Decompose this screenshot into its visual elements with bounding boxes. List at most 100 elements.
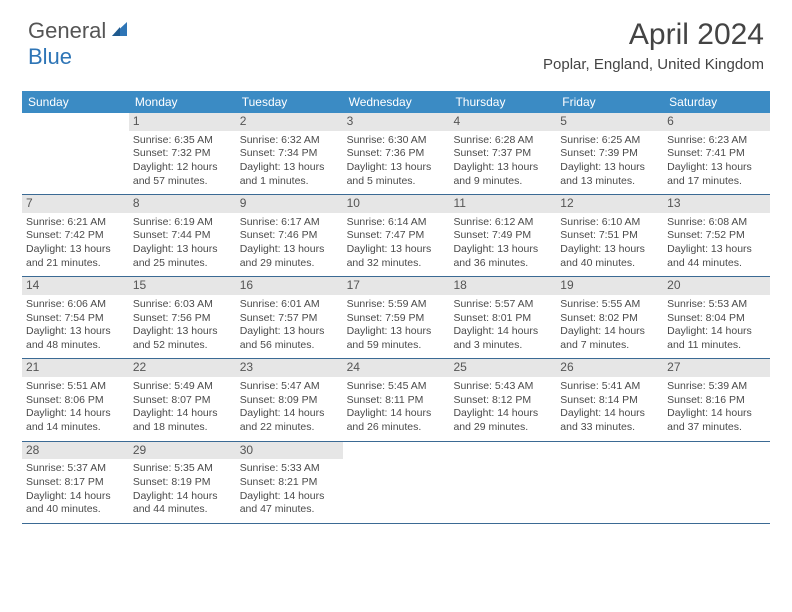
daylight-text: Daylight: 14 hours — [667, 325, 766, 339]
calendar-day: 15Sunrise: 6:03 AMSunset: 7:56 PMDayligh… — [129, 277, 236, 358]
calendar-body: 1Sunrise: 6:35 AMSunset: 7:32 PMDaylight… — [22, 113, 770, 524]
day-number: 8 — [129, 195, 236, 213]
calendar-day: 24Sunrise: 5:45 AMSunset: 8:11 PMDayligh… — [343, 359, 450, 440]
sunset-text: Sunset: 8:19 PM — [133, 476, 232, 490]
sunset-text: Sunset: 7:59 PM — [347, 312, 446, 326]
daylight-text: and 22 minutes. — [240, 421, 339, 435]
sunrise-text: Sunrise: 6:06 AM — [26, 298, 125, 312]
sunrise-text: Sunrise: 6:25 AM — [560, 134, 659, 148]
daylight-text: and 40 minutes. — [560, 257, 659, 271]
daylight-text: and 37 minutes. — [667, 421, 766, 435]
day-number: 19 — [556, 277, 663, 295]
sunset-text: Sunset: 7:44 PM — [133, 229, 232, 243]
daylight-text: Daylight: 13 hours — [667, 243, 766, 257]
daylight-text: Daylight: 14 hours — [667, 407, 766, 421]
daylight-text: and 59 minutes. — [347, 339, 446, 353]
calendar-day: 20 Sunrise: 5:53 AMSunset: 8:04 PMDayligh… — [663, 277, 770, 358]
sunset-text: Sunset: 8:04 PM — [667, 312, 766, 326]
weekday-header: Wednesday — [343, 91, 450, 113]
sunset-text: Sunset: 7:32 PM — [133, 147, 232, 161]
daylight-text: and 33 minutes. — [560, 421, 659, 435]
sunset-text: Sunset: 7:46 PM — [240, 229, 339, 243]
day-number: 14 — [22, 277, 129, 295]
sunset-text: Sunset: 8:02 PM — [560, 312, 659, 326]
calendar-day: 17Sunrise: 5:59 AMSunset: 7:59 PMDayligh… — [343, 277, 450, 358]
daylight-text: Daylight: 14 hours — [240, 407, 339, 421]
calendar-day-empty — [556, 442, 663, 523]
brand-text-blue: Blue — [28, 44, 72, 69]
sunset-text: Sunset: 7:42 PM — [26, 229, 125, 243]
daylight-text: Daylight: 13 hours — [133, 243, 232, 257]
sunset-text: Sunset: 8:07 PM — [133, 394, 232, 408]
day-number: 30 — [236, 442, 343, 460]
sunrise-text: Sunrise: 6:19 AM — [133, 216, 232, 230]
calendar-row: 14Sunrise: 6:06 AMSunset: 7:54 PMDayligh… — [22, 277, 770, 359]
daylight-text: and 13 minutes. — [560, 175, 659, 189]
calendar-day: 27Sunrise: 5:39 AMSunset: 8:16 PMDayligh… — [663, 359, 770, 440]
daylight-text: Daylight: 13 hours — [560, 243, 659, 257]
day-number: 9 — [236, 195, 343, 213]
daylight-text: Daylight: 14 hours — [560, 325, 659, 339]
brand-text-general: General — [28, 18, 106, 44]
sunset-text: Sunset: 8:17 PM — [26, 476, 125, 490]
daylight-text: and 17 minutes. — [667, 175, 766, 189]
sunset-text: Sunset: 7:49 PM — [453, 229, 552, 243]
daylight-text: Daylight: 13 hours — [667, 161, 766, 175]
daylight-text: and 40 minutes. — [26, 503, 125, 517]
sunset-text: Sunset: 7:39 PM — [560, 147, 659, 161]
daylight-text: and 1 minutes. — [240, 175, 339, 189]
weekday-header: Tuesday — [236, 91, 343, 113]
daylight-text: and 57 minutes. — [133, 175, 232, 189]
daylight-text: Daylight: 14 hours — [347, 407, 446, 421]
day-number: 6 — [663, 113, 770, 131]
sunrise-text: Sunrise: 6:21 AM — [26, 216, 125, 230]
day-number: 16 — [236, 277, 343, 295]
sunset-text: Sunset: 8:01 PM — [453, 312, 552, 326]
calendar-day: 16Sunrise: 6:01 AMSunset: 7:57 PMDayligh… — [236, 277, 343, 358]
calendar-day: 13Sunrise: 6:08 AMSunset: 7:52 PMDayligh… — [663, 195, 770, 276]
daylight-text: and 18 minutes. — [133, 421, 232, 435]
daylight-text: Daylight: 13 hours — [240, 325, 339, 339]
sunset-text: Sunset: 7:52 PM — [667, 229, 766, 243]
calendar-day: 25Sunrise: 5:43 AMSunset: 8:12 PMDayligh… — [449, 359, 556, 440]
sunset-text: Sunset: 7:36 PM — [347, 147, 446, 161]
day-number: 10 — [343, 195, 450, 213]
daylight-text: and 5 minutes. — [347, 175, 446, 189]
daylight-text: and 25 minutes. — [133, 257, 232, 271]
sunrise-text: Sunrise: 6:17 AM — [240, 216, 339, 230]
day-number: 22 — [129, 359, 236, 377]
day-number: 18 — [449, 277, 556, 295]
day-number: 20 — [663, 277, 770, 295]
calendar-day: 14Sunrise: 6:06 AMSunset: 7:54 PMDayligh… — [22, 277, 129, 358]
daylight-text: Daylight: 13 hours — [347, 243, 446, 257]
sunset-text: Sunset: 8:06 PM — [26, 394, 125, 408]
sunset-text: Sunset: 8:14 PM — [560, 394, 659, 408]
weekday-header: Friday — [556, 91, 663, 113]
calendar-row: 1Sunrise: 6:35 AMSunset: 7:32 PMDaylight… — [22, 113, 770, 195]
sunset-text: Sunset: 7:34 PM — [240, 147, 339, 161]
sunset-text: Sunset: 8:16 PM — [667, 394, 766, 408]
calendar-day: 30Sunrise: 5:33 AMSunset: 8:21 PMDayligh… — [236, 442, 343, 523]
weekday-header: Sunday — [22, 91, 129, 113]
weekday-header: Saturday — [663, 91, 770, 113]
sunrise-text: Sunrise: 6:08 AM — [667, 216, 766, 230]
calendar-day: 12Sunrise: 6:10 AMSunset: 7:51 PMDayligh… — [556, 195, 663, 276]
calendar-row: 21Sunrise: 5:51 AMSunset: 8:06 PMDayligh… — [22, 359, 770, 441]
calendar-day: 19Sunrise: 5:55 AMSunset: 8:02 PMDayligh… — [556, 277, 663, 358]
calendar-day: 3Sunrise: 6:30 AMSunset: 7:36 PMDaylight… — [343, 113, 450, 194]
daylight-text: Daylight: 13 hours — [26, 325, 125, 339]
calendar-row: 28Sunrise: 5:37 AMSunset: 8:17 PMDayligh… — [22, 442, 770, 524]
calendar-day-empty — [663, 442, 770, 523]
weekday-header: Monday — [129, 91, 236, 113]
calendar-day: 9Sunrise: 6:17 AMSunset: 7:46 PMDaylight… — [236, 195, 343, 276]
day-number: 15 — [129, 277, 236, 295]
calendar: SundayMondayTuesdayWednesdayThursdayFrid… — [22, 91, 770, 524]
sunrise-text: Sunrise: 5:45 AM — [347, 380, 446, 394]
sunrise-text: Sunrise: 6:01 AM — [240, 298, 339, 312]
calendar-day: 21Sunrise: 5:51 AMSunset: 8:06 PMDayligh… — [22, 359, 129, 440]
daylight-text: and 11 minutes. — [667, 339, 766, 353]
sunrise-text: Sunrise: 5:35 AM — [133, 462, 232, 476]
sunrise-text: Sunrise: 6:14 AM — [347, 216, 446, 230]
sunrise-text: Sunrise: 5:53 AM — [667, 298, 766, 312]
day-number: 1 — [129, 113, 236, 131]
